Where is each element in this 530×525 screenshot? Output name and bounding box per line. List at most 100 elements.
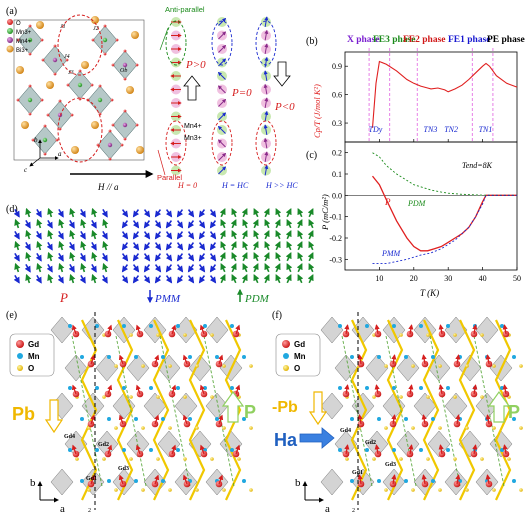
spin-arrow xyxy=(35,230,42,240)
legend-a-bi: Bi3+ xyxy=(16,48,29,54)
gd-moment-arrow xyxy=(357,414,363,425)
legend-a: O Mn3+ Mn4+ Bi3+ xyxy=(6,19,32,54)
mn-atom xyxy=(500,386,504,390)
o-atom xyxy=(111,63,115,67)
mn-atom xyxy=(203,386,207,390)
spin-arrow xyxy=(143,242,151,251)
mno-polyhedron xyxy=(351,316,375,344)
mn-atom xyxy=(230,448,234,452)
label-j1: J1 xyxy=(60,24,66,30)
spin-arrow xyxy=(47,273,54,284)
mno-polyhedron xyxy=(458,354,482,382)
spin-columns xyxy=(165,16,277,176)
mno-polyhedron xyxy=(382,316,406,344)
mn-atom xyxy=(122,386,126,390)
d-caption-p: P xyxy=(59,290,68,305)
spin-arrow xyxy=(263,137,268,149)
o-atom xyxy=(31,138,35,142)
o-atom xyxy=(183,333,187,337)
spin-arrow xyxy=(198,220,206,229)
o-atom xyxy=(135,123,139,127)
spin-arrow xyxy=(25,251,32,262)
gd-moment-arrow xyxy=(90,354,96,365)
o-atom xyxy=(16,98,20,102)
green-bond xyxy=(429,335,461,487)
spin-arrow xyxy=(57,252,64,262)
f-gd3: Gd3 xyxy=(385,462,396,468)
spin-arrow xyxy=(220,219,227,229)
mn-atom xyxy=(446,386,450,390)
o-atom xyxy=(183,457,187,461)
f-ha-arrow xyxy=(299,427,335,449)
mn-atom xyxy=(107,355,111,359)
o-atom xyxy=(141,488,145,492)
mn-atom xyxy=(203,324,207,328)
f-p-label: P xyxy=(508,402,520,422)
e-gd2: Gd2 xyxy=(98,442,109,448)
c-ylabel: P (mC/m²) xyxy=(320,194,330,231)
h0-label: H = 0 xyxy=(177,181,197,190)
spin-arrow xyxy=(47,251,54,262)
p-negative-label: P<0 xyxy=(274,101,295,113)
gd-moment-arrow xyxy=(502,444,508,455)
spin-arrow xyxy=(14,240,21,251)
spin-arrow xyxy=(296,219,303,229)
o-atom xyxy=(65,58,69,62)
spin-arrow xyxy=(263,70,268,82)
field-label: H // a xyxy=(97,182,119,192)
b-ytick-label: 0.6 xyxy=(332,91,342,100)
spin-arrow xyxy=(143,209,151,218)
c-yticks: 0.2 0.1 0.0 -0.1 -0.2 -0.3 xyxy=(329,149,348,264)
spin-arrow xyxy=(101,230,108,240)
o-atom xyxy=(168,426,172,430)
mn-atom xyxy=(230,324,234,328)
o-atom xyxy=(123,77,127,81)
bi-atom xyxy=(36,21,44,29)
spin-arrow xyxy=(154,275,162,284)
mn-atom xyxy=(419,324,423,328)
gd-moment-arrow xyxy=(71,324,77,335)
spin-arrow xyxy=(69,251,76,262)
spin-arrow xyxy=(218,166,227,175)
spin-arrow xyxy=(143,253,151,262)
spin-arrow xyxy=(187,231,195,240)
spin-arrow xyxy=(264,241,271,251)
o-atom xyxy=(28,84,32,88)
spin-arrow xyxy=(57,208,64,218)
f-gd2: Gd2 xyxy=(365,440,376,446)
spin-arrow xyxy=(242,241,249,251)
spin-arrow xyxy=(121,264,129,273)
mn-atom xyxy=(350,479,354,483)
axis-a-a: a xyxy=(58,150,62,158)
mn-atom xyxy=(176,324,180,328)
spin-arrow xyxy=(47,229,54,240)
spin-arrow xyxy=(275,208,282,218)
o-atom xyxy=(384,426,388,430)
spin-arrow xyxy=(91,273,98,284)
b-ylabel: Cp/T (J/mol K²) xyxy=(312,84,322,138)
spin-arrow xyxy=(132,275,140,284)
spin-arrow xyxy=(209,242,217,251)
o-atom xyxy=(222,364,226,368)
spin-arrow xyxy=(35,274,42,284)
panel-a-label: (a) xyxy=(6,6,17,17)
gd-moment-arrow xyxy=(344,444,350,455)
transition-label: TN1 xyxy=(479,125,493,134)
gd-moment-arrow xyxy=(472,384,478,395)
mno-polyhedron xyxy=(365,354,389,382)
spin-arrow xyxy=(132,220,140,229)
spin-arrow xyxy=(217,85,226,94)
mn-atom xyxy=(446,324,450,328)
spin-arrow xyxy=(231,274,238,284)
c-xlabel: T (K) xyxy=(420,288,439,298)
mn-atom xyxy=(242,479,246,483)
gd-moment-arrow xyxy=(502,384,508,395)
mno-polyhedron xyxy=(427,354,451,382)
spin-arrow xyxy=(264,263,271,273)
spin-arrow xyxy=(285,252,292,262)
o-atom xyxy=(384,488,388,492)
gd-moment-arrow xyxy=(421,414,427,425)
parallel-label: Parallel xyxy=(157,173,182,182)
spin-arrow xyxy=(241,274,248,284)
spin-arrow xyxy=(154,220,162,229)
